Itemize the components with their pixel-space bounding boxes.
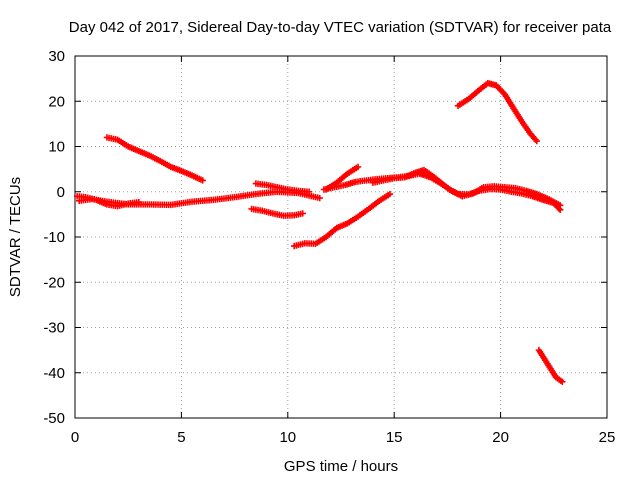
y-tick-label: 10 [48, 139, 65, 156]
data-point [199, 177, 206, 184]
series-arc-2 [76, 188, 323, 209]
series-arc-4 [252, 180, 313, 195]
data-point [533, 137, 540, 145]
x-tick-label: 25 [599, 429, 616, 446]
grid [75, 56, 607, 418]
series-arc-3 [103, 134, 206, 184]
data-point [354, 163, 362, 171]
data-point [386, 190, 394, 198]
x-tick-label: 20 [492, 429, 509, 446]
series-arc-9 [369, 166, 564, 214]
data-point [559, 378, 566, 385]
y-axis-label: SDTVAR / TECUs [7, 177, 24, 297]
x-axis-label: GPS time / hours [284, 458, 398, 475]
y-tick-label: 0 [57, 184, 65, 201]
data-point [316, 194, 323, 202]
y-tick-label: -30 [43, 320, 65, 337]
data-points [73, 79, 566, 385]
series-arc-10 [454, 79, 540, 145]
data-point [299, 210, 306, 217]
data-point [305, 188, 313, 195]
x-tick-label: 0 [71, 429, 79, 446]
y-tick-label: -10 [43, 229, 65, 246]
series-arc-5 [248, 205, 306, 219]
y-tick-label: -40 [43, 365, 65, 382]
x-tick-label: 15 [386, 429, 403, 446]
data-point [556, 206, 564, 214]
x-axis: 0 5 10 15 20 25 [71, 56, 616, 446]
x-tick-label: 10 [279, 429, 296, 446]
y-tick-label: -50 [43, 410, 65, 427]
y-tick-label: -20 [43, 274, 65, 291]
y-axis: -50 -40 -30 -20 -10 0 10 20 30 [43, 48, 607, 427]
y-tick-label: 20 [48, 93, 65, 110]
y-tick-label: 30 [48, 48, 65, 65]
series-arc-6 [290, 190, 394, 250]
chart-title: Day 042 of 2017, Sidereal Day-to-day VTE… [69, 19, 612, 36]
x-tick-label: 5 [177, 429, 185, 446]
series-arc-11 [535, 346, 566, 385]
